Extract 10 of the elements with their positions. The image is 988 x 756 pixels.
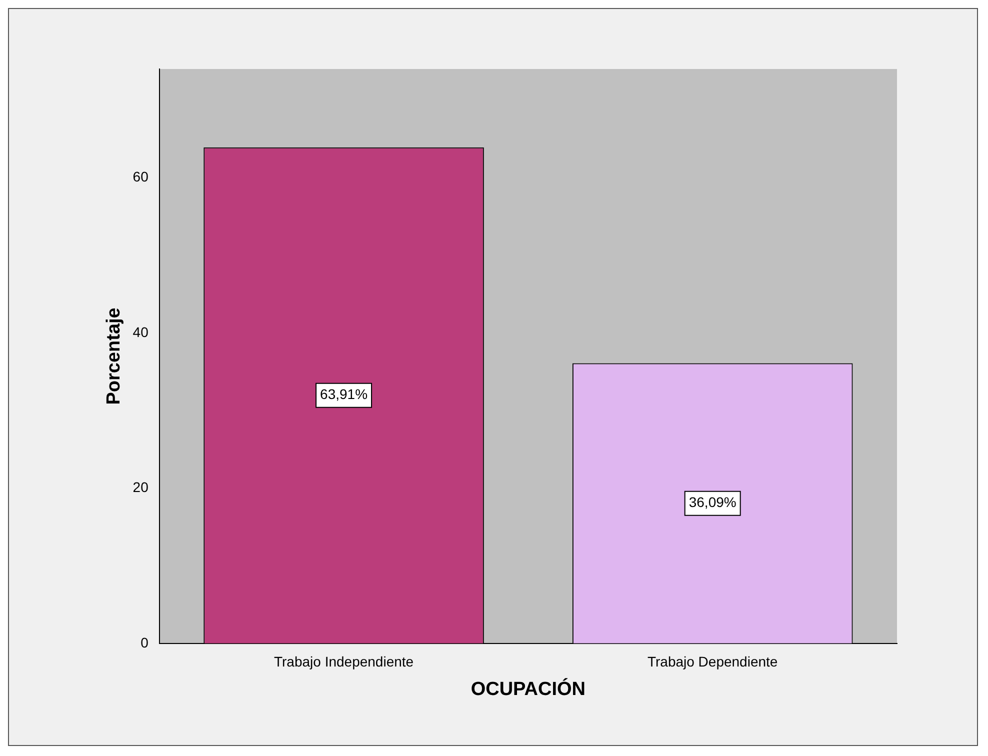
y-tick-label: 40 <box>132 324 149 340</box>
x-tick-label: Trabajo Dependiente <box>647 654 778 670</box>
y-axis-title: Porcentaje <box>104 308 125 405</box>
x-tick-label: Trabajo Independiente <box>274 654 414 670</box>
y-tick-label: 0 <box>140 634 149 650</box>
y-tick-label: 60 <box>132 168 149 185</box>
data-label: 36,09% <box>688 494 736 510</box>
y-tick-label: 20 <box>132 479 149 496</box>
data-label: 63,91% <box>320 386 368 402</box>
x-axis-title: OCUPACIÓN <box>470 678 586 700</box>
